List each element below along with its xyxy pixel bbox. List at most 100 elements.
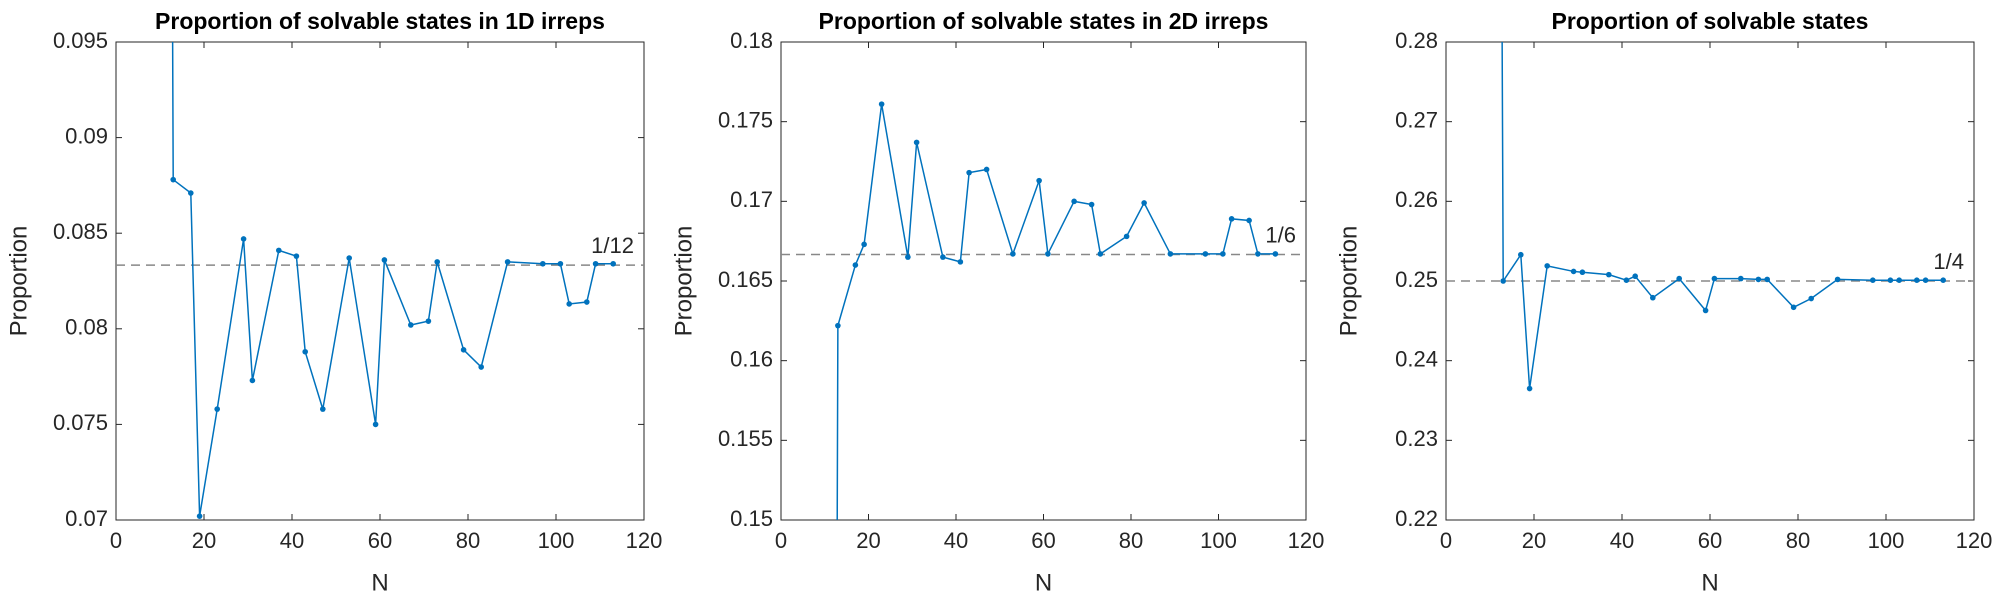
x-tick-label: 0 bbox=[110, 528, 122, 553]
data-point bbox=[957, 259, 964, 265]
data-point bbox=[1870, 277, 1876, 284]
data-point bbox=[302, 348, 309, 355]
x-tick-label: 20 bbox=[192, 528, 216, 553]
x-tick-label: 20 bbox=[1522, 528, 1546, 553]
x-tick-label: 100 bbox=[538, 528, 575, 553]
data-point bbox=[425, 318, 432, 324]
y-tick-label: 0.155 bbox=[718, 426, 773, 451]
data-point bbox=[1834, 276, 1841, 283]
axes-box bbox=[780, 41, 1307, 521]
x-tick-label: 80 bbox=[456, 528, 480, 553]
data-point bbox=[1764, 276, 1770, 283]
x-tick-label: 20 bbox=[856, 528, 880, 553]
data-point bbox=[540, 260, 546, 267]
data-point bbox=[408, 322, 414, 328]
y-tick-label: 0.23 bbox=[1395, 426, 1438, 451]
data-point bbox=[460, 347, 467, 353]
y-tick-label: 0.27 bbox=[1395, 107, 1438, 132]
data-line bbox=[171, 42, 614, 517]
y-tick-label: 0.07 bbox=[65, 506, 108, 531]
plot-area bbox=[116, 42, 644, 519]
chart-title: Proportion of solvable states in 1D irre… bbox=[155, 8, 605, 34]
data-point bbox=[852, 262, 859, 268]
y-tick-label: 0.09 bbox=[65, 123, 108, 148]
data-point bbox=[214, 406, 220, 412]
x-tick-label: 80 bbox=[1786, 528, 1810, 553]
chart-title: Proportion of solvable states bbox=[1552, 8, 1869, 34]
data-point bbox=[293, 253, 300, 259]
data-point bbox=[1922, 277, 1929, 284]
y-tick-label: 0.24 bbox=[1395, 346, 1438, 371]
data-point bbox=[1738, 275, 1744, 282]
x-tick-label: 120 bbox=[626, 528, 663, 553]
data-point bbox=[940, 254, 946, 260]
data-point bbox=[1570, 268, 1577, 275]
data-point bbox=[966, 169, 972, 176]
x-tick-label: 40 bbox=[280, 528, 304, 553]
data-point bbox=[1228, 216, 1235, 222]
data-point bbox=[1071, 198, 1077, 205]
data-point bbox=[1632, 273, 1638, 280]
data-point bbox=[1623, 277, 1630, 284]
data-point bbox=[1676, 275, 1682, 282]
data-point bbox=[170, 176, 176, 183]
data-point bbox=[1220, 251, 1226, 257]
axes-box bbox=[115, 41, 645, 521]
data-line bbox=[836, 104, 1276, 520]
data-point bbox=[1045, 251, 1051, 257]
data-point bbox=[1246, 217, 1252, 224]
data-point bbox=[1896, 277, 1902, 284]
x-axis-label: N bbox=[1035, 569, 1052, 596]
data-point bbox=[1808, 295, 1814, 302]
data-point bbox=[1755, 276, 1762, 283]
data-point bbox=[1711, 275, 1718, 282]
data-point bbox=[276, 247, 282, 254]
x-tick-label: 60 bbox=[368, 528, 392, 553]
data-point bbox=[1702, 307, 1709, 314]
x-tick-label: 60 bbox=[1698, 528, 1722, 553]
data-point bbox=[1097, 251, 1104, 257]
y-tick-label: 0.095 bbox=[53, 28, 108, 53]
y-tick-label: 0.18 bbox=[730, 28, 773, 53]
x-tick-label: 120 bbox=[1288, 528, 1325, 553]
x-tick-label: 40 bbox=[1610, 528, 1634, 553]
data-point bbox=[1202, 251, 1209, 257]
data-point bbox=[983, 166, 990, 173]
data-point bbox=[610, 260, 616, 267]
y-tick-label: 0.22 bbox=[1395, 506, 1438, 531]
y-tick-label: 0.175 bbox=[718, 107, 773, 132]
y-tick-label: 0.17 bbox=[730, 187, 773, 212]
data-point bbox=[240, 236, 247, 242]
x-axis-label: N bbox=[371, 569, 388, 596]
data-point bbox=[249, 377, 256, 384]
x-axis-label: N bbox=[1701, 569, 1718, 596]
chart-title: Proportion of solvable states in 2D irre… bbox=[819, 8, 1269, 34]
data-point bbox=[878, 101, 885, 107]
x-tick-label: 60 bbox=[1031, 528, 1055, 553]
x-tick-label: 100 bbox=[1868, 528, 1905, 553]
data-point bbox=[1255, 251, 1261, 257]
data-point bbox=[584, 299, 590, 305]
data-point bbox=[381, 257, 388, 263]
data-point bbox=[592, 260, 599, 267]
data-point bbox=[434, 259, 441, 265]
data-point bbox=[557, 260, 564, 267]
subplot: 0 20 40 60 80 100 120 0.07 0.075 0.08 0.085 0.09 0.0… bbox=[5, 8, 663, 596]
reference-label: 1/12 bbox=[591, 233, 634, 258]
data-point bbox=[1088, 201, 1095, 208]
data-point bbox=[1606, 271, 1612, 278]
x-tick-label: 0 bbox=[775, 528, 787, 553]
y-tick-label: 0.28 bbox=[1395, 28, 1438, 53]
y-tick-label: 0.26 bbox=[1395, 187, 1438, 212]
y-axis-label: Proportion bbox=[670, 226, 697, 337]
data-point bbox=[566, 301, 572, 307]
data-point bbox=[1526, 385, 1533, 392]
y-tick-label: 0.085 bbox=[53, 219, 108, 244]
subplot: 0 20 40 60 80 100 120 0.22 0.23 0.24 0.25 0.26 0.27 0… bbox=[1335, 8, 1992, 596]
y-tick-label: 0.08 bbox=[65, 315, 108, 340]
data-point bbox=[1010, 251, 1016, 257]
data-point bbox=[320, 406, 326, 412]
y-tick-label: 0.15 bbox=[730, 506, 773, 531]
data-point bbox=[1650, 294, 1656, 301]
